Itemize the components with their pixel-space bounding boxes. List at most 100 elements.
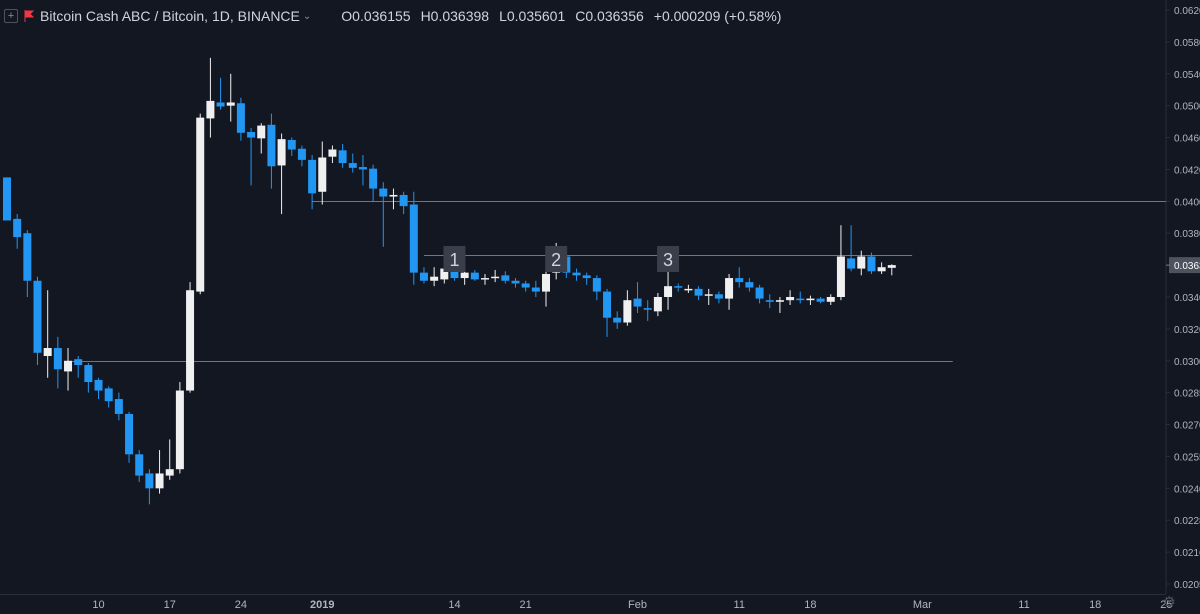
time-tick-label: Feb xyxy=(628,599,647,611)
time-tick-label: 11 xyxy=(1018,599,1029,611)
annotation-label: 2 xyxy=(551,250,561,270)
high-value: H0.036398 xyxy=(420,8,490,24)
annotation-label: 1 xyxy=(449,250,459,270)
time-axis[interactable]: 10 17 24 2019 14 21 Feb 11 18 Mar 11 18 25 xyxy=(92,599,1172,611)
candle-body xyxy=(226,102,235,106)
low-value: L0.035601 xyxy=(499,8,566,24)
candle-body xyxy=(867,256,876,272)
candle-body xyxy=(511,280,520,284)
price-tick-label: 0.062000 xyxy=(1174,6,1200,17)
gear-icon[interactable]: ⚙ xyxy=(1162,594,1176,611)
price-tick-label: 0.028500 xyxy=(1174,389,1200,400)
candle-body xyxy=(521,283,530,288)
price-tick-label: 0.038000 xyxy=(1174,229,1200,240)
time-tick-label: Mar xyxy=(913,599,932,611)
annotation-box xyxy=(657,246,680,272)
candle-body xyxy=(186,290,195,391)
price-axis[interactable]: 0.062000 0.058000 0.054000 0.050000 0.046000… xyxy=(1166,6,1200,591)
candle-body xyxy=(542,273,551,292)
candle-body xyxy=(297,148,306,160)
candle-body xyxy=(725,278,734,299)
candle-body xyxy=(572,272,581,276)
candle-body xyxy=(23,233,32,281)
candle-body xyxy=(480,278,489,280)
candle-body xyxy=(694,288,703,296)
candle-body xyxy=(369,168,378,189)
price-tick-label: 0.020550 xyxy=(1174,580,1200,591)
candle-body xyxy=(674,286,683,288)
candle-body xyxy=(84,365,93,383)
candle-body xyxy=(358,167,367,170)
open-value: O0.036155 xyxy=(341,8,411,24)
candle-body xyxy=(308,159,317,194)
price-tick-label: 0.040000 xyxy=(1174,197,1200,208)
candle-body xyxy=(155,473,164,489)
close-value: C0.036356 xyxy=(575,8,644,24)
candle-body xyxy=(318,157,327,192)
candle-body xyxy=(653,297,662,312)
time-tick-label: 17 xyxy=(164,599,176,611)
annotation-box xyxy=(443,246,466,272)
candle-body xyxy=(53,348,62,370)
price-tick-label: 0.042000 xyxy=(1174,165,1200,176)
annotation-box xyxy=(545,246,568,272)
candle-body xyxy=(623,300,632,323)
symbol-title[interactable]: Bitcoin Cash ABC / Bitcoin, 1D, BINANCE xyxy=(40,8,300,24)
candle-body xyxy=(836,256,845,297)
chevron-down-icon[interactable]: ⌄ xyxy=(302,10,312,22)
candle-body xyxy=(714,294,723,299)
candle-body xyxy=(379,188,388,197)
candle-body xyxy=(796,298,805,301)
candle-body xyxy=(887,265,896,268)
time-tick-label: 10 xyxy=(92,599,104,611)
candle-body xyxy=(735,278,744,283)
candle-body xyxy=(43,348,52,356)
candle-body xyxy=(826,297,835,302)
candle-body xyxy=(196,117,205,292)
candle-body xyxy=(409,204,418,273)
time-tick-label: 25 xyxy=(1160,599,1172,611)
price-tick-label: 0.032000 xyxy=(1174,325,1200,336)
candle-body xyxy=(257,125,266,139)
price-tick-label: 0.034000 xyxy=(1174,293,1200,304)
candle-body xyxy=(806,298,815,301)
candle-body xyxy=(74,359,83,366)
price-tick-label: 0.024000 xyxy=(1174,484,1200,495)
candle-body xyxy=(399,194,408,207)
candle-body xyxy=(328,149,337,157)
candle-body xyxy=(775,300,784,302)
candle-body xyxy=(440,268,449,280)
time-tick-label: 21 xyxy=(520,599,532,611)
candle-body xyxy=(3,177,11,221)
candle-body xyxy=(13,218,22,238)
candle-body xyxy=(338,150,347,164)
candle-body xyxy=(430,276,439,281)
time-tick-label: 11 xyxy=(734,599,745,611)
candle-body xyxy=(450,268,459,279)
candle-body xyxy=(603,291,612,318)
candle-body xyxy=(491,276,500,279)
candle-body xyxy=(419,272,428,281)
price-tick-label: 0.027000 xyxy=(1174,421,1200,432)
candle-body xyxy=(816,298,825,302)
price-tick-label: 0.030000 xyxy=(1174,357,1200,368)
candle-body xyxy=(64,360,73,372)
candle-body xyxy=(460,272,469,279)
candle-body xyxy=(633,298,642,307)
change-value: +0.000209 (+0.58%) xyxy=(653,8,782,24)
candle-body xyxy=(114,399,123,414)
price-tick-label: 0.046000 xyxy=(1174,134,1200,145)
flag-icon[interactable] xyxy=(24,10,34,22)
time-tick-label: 14 xyxy=(448,599,460,611)
candle-body xyxy=(145,473,154,489)
candles xyxy=(3,57,896,505)
candle-body xyxy=(236,103,245,133)
candle-body xyxy=(104,388,113,402)
candle-body xyxy=(755,287,764,299)
candle-body xyxy=(582,275,591,279)
candle-body xyxy=(287,139,296,150)
plus-icon[interactable]: + xyxy=(4,9,18,23)
